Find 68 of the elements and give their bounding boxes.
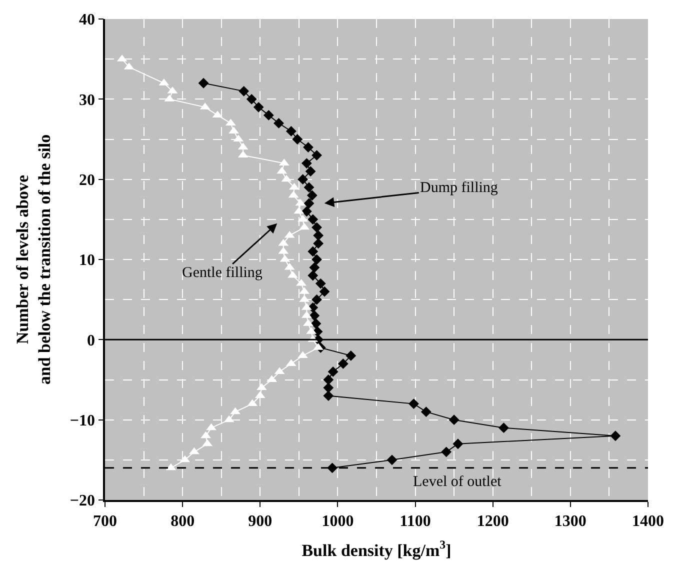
point	[309, 262, 320, 273]
x-tick-label: 1300	[554, 512, 586, 530]
point	[346, 350, 356, 361]
point	[305, 166, 316, 177]
ref-line-label: Level of outlet	[413, 474, 502, 490]
y-tick-label: 20	[79, 172, 96, 189]
x-axis-title: Bulk density [kg/m$^{3}$]	[302, 538, 452, 560]
point	[420, 406, 432, 418]
point	[327, 462, 338, 474]
point	[308, 270, 318, 281]
x-tick-label: 1200	[476, 512, 509, 530]
point	[338, 358, 348, 369]
point	[304, 198, 314, 209]
x-tick-label: 1000	[322, 512, 354, 530]
point	[408, 398, 419, 409]
point	[189, 447, 200, 454]
point	[312, 150, 322, 160]
point	[309, 310, 320, 321]
point	[313, 238, 324, 249]
point	[323, 390, 334, 401]
point	[206, 423, 216, 430]
point	[610, 430, 621, 442]
point	[312, 254, 322, 265]
point	[253, 102, 264, 112]
point	[328, 366, 338, 377]
point	[319, 286, 330, 297]
point	[308, 214, 318, 225]
y-tick-label: 0	[87, 332, 96, 350]
x-tick-label: 700	[93, 512, 117, 530]
point	[452, 438, 464, 450]
point	[292, 134, 303, 144]
point	[323, 382, 334, 393]
point	[263, 110, 274, 120]
x-tick-label: 1400	[632, 512, 664, 530]
annotation: Gentle filling	[182, 265, 263, 281]
x-tick-label: 800	[170, 512, 195, 530]
point	[310, 318, 322, 329]
y-tick-label: −10	[70, 412, 96, 430]
point	[301, 206, 312, 217]
point	[323, 374, 334, 385]
point	[298, 174, 308, 185]
point	[448, 414, 460, 426]
point	[198, 78, 209, 88]
point	[306, 190, 318, 201]
point	[289, 182, 300, 190]
y-tick-label: 10	[79, 252, 96, 270]
point	[301, 158, 312, 168]
point	[313, 230, 324, 241]
point	[386, 454, 398, 466]
point	[498, 422, 509, 434]
point	[303, 142, 314, 152]
point	[312, 222, 322, 233]
point	[304, 182, 314, 193]
point	[441, 446, 452, 458]
point	[246, 94, 257, 104]
y-axis-title: Number of levels above and below the transition of the silo	[12, 134, 54, 385]
x-tick-label: 1100	[400, 512, 431, 530]
point	[315, 278, 326, 289]
point	[312, 294, 322, 305]
point	[238, 86, 250, 96]
y-tick-label: −20	[70, 492, 96, 510]
annotation: Dump filling	[420, 180, 498, 196]
point	[274, 118, 284, 128]
y-tick-label: 40	[79, 12, 96, 29]
point	[308, 246, 318, 257]
y-tick-label: 30	[79, 92, 96, 109]
x-tick-label: 900	[248, 512, 272, 530]
point	[286, 126, 296, 136]
